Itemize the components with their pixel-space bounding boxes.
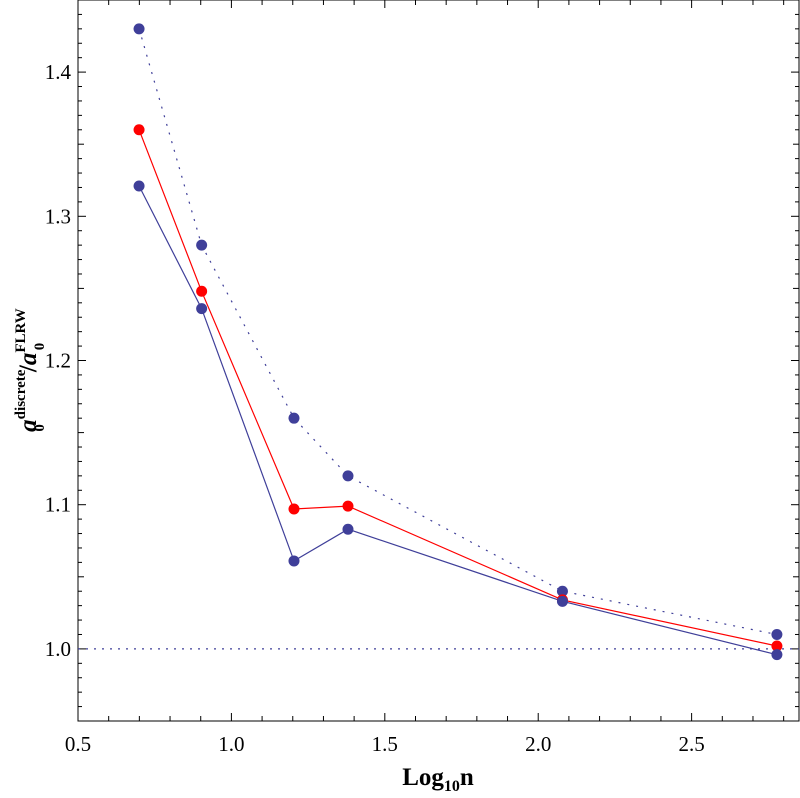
- x-axis: 0.5 1.0 1.5 2.0 2.5: [65, 0, 785, 756]
- y-axis-title-denominator-sup: FLRW: [13, 308, 29, 352]
- data-point-lower-blue: [288, 555, 300, 567]
- y-tick-label: 1.0: [45, 637, 71, 661]
- data-point-lower-blue: [771, 649, 783, 661]
- data-point-middle-red: [288, 503, 300, 515]
- data-point-lower-blue: [133, 180, 145, 192]
- series-group: [133, 23, 783, 661]
- data-point-upper-dotted: [196, 239, 208, 251]
- y-tick-label: 1.1: [45, 493, 71, 517]
- data-point-middle-red: [133, 124, 145, 136]
- data-point-middle-red: [196, 285, 208, 297]
- y-tick-label: 1.3: [45, 204, 71, 228]
- series-line-middle-red: [138, 129, 778, 647]
- y-axis-title: adiscrete0/aFLRW 0: [13, 308, 48, 432]
- series-line-lower-blue: [138, 185, 778, 656]
- data-point-upper-dotted: [771, 628, 783, 640]
- y-axis-title-numerator: a: [15, 419, 42, 432]
- x-axis-title: Log10n: [402, 764, 474, 795]
- x-axis-title-base: Log: [402, 764, 444, 791]
- data-point-lower-blue: [556, 595, 568, 607]
- x-axis-title-variable: n: [460, 764, 474, 791]
- data-point-middle-red: [342, 500, 354, 512]
- y-axis-title-numerator-sup: discrete: [13, 369, 29, 419]
- y-axis-title-denominator: a: [15, 353, 42, 366]
- data-point-upper-dotted: [342, 470, 354, 482]
- x-tick-label: 1.5: [372, 732, 398, 756]
- y-axis-title-numerator-sub: 0: [32, 424, 48, 432]
- y-axis-title-slash: /: [15, 364, 42, 373]
- data-point-upper-dotted: [133, 23, 145, 35]
- data-point-lower-blue: [342, 523, 354, 535]
- y-axis-title-denominator-sub: 0: [32, 343, 48, 351]
- plot-frame: [77, 0, 800, 722]
- x-tick-label: 0.5: [65, 732, 91, 756]
- x-axis-title-subscript: 10: [444, 778, 460, 795]
- data-point-lower-blue: [196, 303, 208, 315]
- data-point-middle-red: [771, 640, 783, 652]
- y-tick-label: 1.2: [45, 349, 71, 373]
- x-tick-label: 2.5: [678, 732, 704, 756]
- data-point-upper-dotted: [288, 412, 300, 424]
- x-tick-label: 1.0: [218, 732, 244, 756]
- y-axis: 1.0 1.1 1.2 1.3 1.4: [45, 0, 799, 722]
- series-line-upper-dotted: [138, 28, 778, 636]
- y-tick-label: 1.4: [45, 60, 72, 84]
- x-tick-label: 2.0: [525, 732, 551, 756]
- data-point-upper-dotted: [556, 585, 568, 597]
